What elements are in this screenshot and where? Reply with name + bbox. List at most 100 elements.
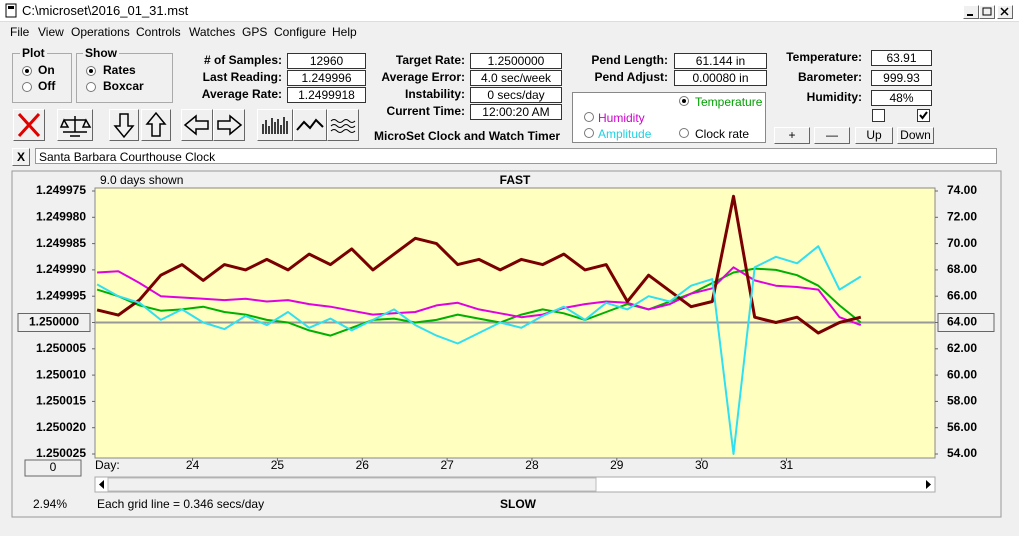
x-tick-label: 27 — [440, 458, 454, 472]
radio[interactable] — [22, 66, 32, 76]
y2-tick-label: 56.00 — [947, 420, 977, 434]
down-button[interactable] — [109, 109, 139, 141]
scroll-left[interactable] — [99, 480, 104, 489]
y-tick-label: 1.250020 — [36, 420, 86, 434]
y2-tick-label: 58.00 — [947, 394, 977, 408]
grid-note: Each grid line = 0.346 secs/day — [97, 497, 264, 511]
field-value: 12960 — [287, 53, 366, 69]
y-tick-label: 1.249985 — [36, 236, 86, 250]
y2-tick-label: 70.00 — [947, 236, 977, 250]
maximize[interactable] — [979, 5, 995, 19]
menu-item[interactable]: Watches — [189, 25, 236, 39]
checkbox[interactable] — [872, 109, 885, 122]
radio-label[interactable]: Rates — [103, 63, 136, 77]
offset-button-label[interactable]: 0 — [50, 460, 57, 474]
series-label[interactable]: Humidity — [598, 111, 645, 125]
title-bar — [0, 0, 1019, 22]
series-selector — [572, 92, 766, 143]
scroll-thumb[interactable] — [107, 477, 597, 492]
x-axis-label: Day: — [95, 458, 120, 472]
field-label: Last Reading: — [202, 70, 282, 84]
balance-button[interactable] — [57, 109, 93, 141]
y-tick-label: 1.249980 — [36, 209, 86, 223]
x-tick-label: 26 — [356, 458, 370, 472]
field-value: 0.00080 in — [674, 70, 767, 86]
close-button[interactable]: X — [12, 148, 30, 166]
group-title: Plot — [20, 46, 47, 60]
field-label: # of Samples: — [203, 53, 282, 67]
bars-button[interactable] — [257, 109, 293, 141]
x-tick-label: 30 — [695, 458, 709, 472]
close-window[interactable] — [997, 5, 1013, 19]
right-button[interactable] — [213, 109, 245, 141]
series-label[interactable]: Temperature — [695, 95, 763, 109]
menu-item[interactable]: Controls — [136, 25, 181, 39]
field-label: Average Rate: — [201, 87, 282, 101]
scroll-right[interactable] — [926, 480, 931, 489]
y2-tick-label: 64.00 — [947, 315, 977, 329]
x-tick-label: 29 — [610, 458, 624, 472]
window-title: C:\microset\2016_01_31.mst — [22, 3, 189, 18]
app-label: MicroSet Clock and Watch Timer — [374, 129, 561, 143]
y2-tick-label: 60.00 — [947, 367, 977, 381]
y-tick-label: 1.250005 — [36, 341, 86, 355]
clock-name-field[interactable]: Santa Barbara Courthouse Clock — [35, 148, 997, 164]
days-shown: 9.0 days shown — [100, 173, 183, 187]
y2-tick-label: 66.00 — [947, 288, 977, 302]
menu-item[interactable]: File — [10, 25, 30, 39]
series-line — [96, 267, 862, 337]
field-label: Humidity: — [806, 90, 862, 104]
field-label: Pend Length: — [591, 53, 668, 67]
y-tick-label: 1.249995 — [36, 288, 86, 302]
app-icon — [5, 3, 17, 18]
field-value: 63.91 — [871, 50, 932, 66]
radio[interactable] — [584, 112, 594, 122]
button[interactable]: — — [814, 127, 850, 144]
radio[interactable] — [679, 128, 689, 138]
menu-item[interactable]: Configure — [274, 25, 327, 39]
radio[interactable] — [679, 96, 689, 106]
menu-item[interactable]: View — [38, 25, 64, 39]
field-label: Pend Adjust: — [594, 70, 668, 84]
y-tick-label: 1.250010 — [36, 367, 86, 381]
radio-label[interactable]: Boxcar — [103, 79, 144, 93]
y-tick-label: 1.250025 — [36, 446, 86, 460]
curve-button[interactable] — [293, 109, 327, 141]
x-tick-label: 24 — [186, 458, 200, 472]
radio-label[interactable]: Off — [38, 79, 56, 93]
top-label: FAST — [500, 173, 531, 187]
field-label: Current Time: — [386, 104, 465, 118]
left-button[interactable] — [181, 109, 213, 141]
series-label[interactable]: Amplitude — [598, 127, 652, 141]
up-button[interactable] — [141, 109, 171, 141]
field-value: 4.0 sec/week — [470, 70, 562, 86]
field-label: Target Rate: — [395, 53, 465, 67]
menu-item[interactable]: Help — [332, 25, 357, 39]
radio[interactable] — [584, 128, 594, 138]
y-tick-label: 1.250015 — [36, 394, 86, 408]
radio-label[interactable]: On — [38, 63, 55, 77]
radio[interactable] — [22, 82, 32, 92]
radio[interactable] — [86, 66, 96, 76]
waves-button[interactable] — [327, 109, 359, 141]
menu-item[interactable]: GPS — [242, 25, 268, 39]
axis-button[interactable] — [17, 313, 91, 332]
radio[interactable] — [86, 82, 96, 92]
field-label: Average Error: — [381, 70, 465, 84]
menu-item[interactable]: Operations — [71, 25, 130, 39]
series-label[interactable]: Clock rate — [695, 127, 750, 141]
y2-tick-label: 68.00 — [947, 262, 977, 276]
button[interactable]: Down — [897, 127, 934, 144]
offset-button[interactable] — [24, 459, 82, 477]
series-line — [96, 194, 862, 335]
bottom-label: SLOW — [500, 497, 537, 511]
button[interactable]: Up — [855, 127, 893, 144]
field-value: 1.249996 — [287, 70, 366, 86]
checkbox[interactable] — [917, 109, 930, 122]
stop-button[interactable] — [13, 109, 45, 141]
x-tick-label: 28 — [525, 458, 539, 472]
minimize[interactable] — [963, 5, 979, 19]
button[interactable]: + — [774, 127, 810, 144]
